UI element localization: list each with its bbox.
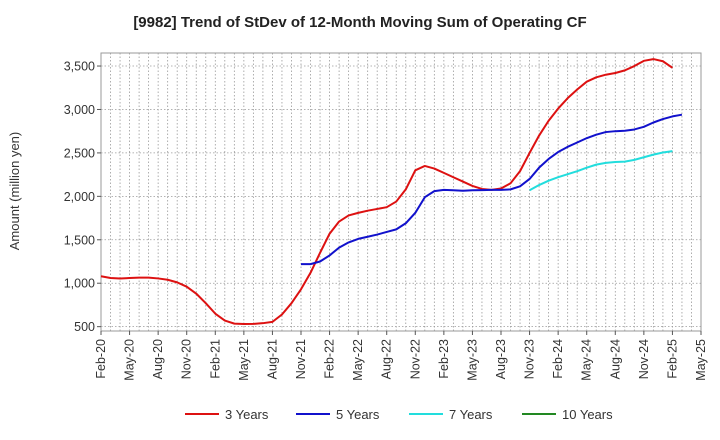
x-tick-label: May-20 — [123, 339, 137, 381]
x-tick-label: Feb-25 — [665, 339, 679, 379]
x-tick-label: Feb-21 — [208, 339, 222, 379]
legend-item: 5 Years — [296, 407, 380, 422]
x-tick-label: Feb-22 — [323, 339, 337, 379]
plot-grid — [100, 52, 702, 332]
x-tick-label: Feb-20 — [94, 339, 108, 379]
x-tick-label: Aug-20 — [151, 339, 165, 379]
y-tick-label: 2,500 — [64, 146, 95, 160]
x-tick-label: May-23 — [465, 339, 479, 381]
x-tick-label: May-21 — [237, 339, 251, 381]
x-axis: Feb-20 May-20 Aug-20 Nov-20 Feb-21 May-21 Aug-… — [94, 331, 708, 381]
legend: 3 Years 5 Years 7 Years 10 Years — [185, 407, 613, 422]
plot-lines — [100, 58, 683, 326]
x-tick-label: May-22 — [351, 339, 365, 381]
y-tick-label: 1,500 — [64, 233, 95, 247]
x-tick-label: Nov-22 — [408, 339, 422, 379]
x-tick-label: Aug-23 — [494, 339, 508, 379]
y-tick-label: 3,000 — [64, 103, 95, 117]
y-axis: 500 1,000 1,500 2,000 2,500 3,000 3,500 — [64, 60, 101, 334]
x-tick-label: Nov-23 — [523, 339, 537, 379]
x-tick-label: Aug-24 — [608, 339, 622, 379]
x-tick-label: Aug-22 — [380, 339, 394, 379]
plot-area — [100, 52, 702, 332]
legend-label: 3 Years — [225, 407, 269, 422]
legend-item: 3 Years — [185, 407, 269, 422]
y-tick-label: 500 — [74, 320, 95, 334]
y-tick-label: 3,500 — [64, 60, 95, 74]
legend-item: 10 Years — [522, 407, 613, 422]
x-tick-label: Nov-24 — [637, 339, 651, 379]
legend-label: 10 Years — [562, 407, 613, 422]
y-tick-label: 1,000 — [64, 277, 95, 291]
x-tick-label: May-25 — [694, 339, 708, 381]
x-tick-label: Feb-23 — [437, 339, 451, 379]
legend-label: 7 Years — [449, 407, 493, 422]
x-tick-label: Aug-21 — [265, 339, 279, 379]
series-line-7-years — [529, 150, 673, 192]
x-tick-label: May-24 — [580, 339, 594, 381]
x-tick-label: Nov-21 — [294, 339, 308, 379]
x-tick-label: Feb-24 — [551, 339, 565, 379]
x-tick-label: Nov-20 — [180, 339, 194, 379]
series-line-5-years — [301, 113, 683, 266]
series-line-3-years — [100, 58, 673, 326]
legend-label: 5 Years — [336, 407, 380, 422]
y-axis-label: Amount (million yen) — [7, 132, 22, 251]
y-tick-label: 2,000 — [64, 190, 95, 204]
legend-item: 7 Years — [409, 407, 493, 422]
chart-title: [9982] Trend of StDev of 12-Month Moving… — [133, 14, 586, 31]
